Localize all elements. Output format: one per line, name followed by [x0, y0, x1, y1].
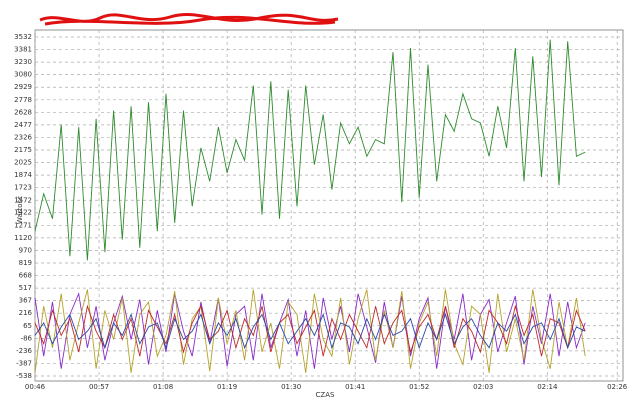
x-tick-label: 02:03 [473, 383, 493, 391]
y-tick-label: 3532 [14, 33, 32, 41]
plot-frame [34, 29, 624, 382]
y-tick-label: -538 [16, 372, 32, 380]
y-tick-label: 2477 [14, 121, 32, 129]
y-tick-label: 2628 [14, 108, 32, 116]
series-line [34, 292, 586, 369]
series-line [34, 39, 586, 261]
y-tick-label: 1422 [14, 209, 32, 217]
y-tick-label: 3230 [14, 58, 32, 66]
y-tick-label: -236 [16, 347, 32, 355]
y-tick-label: 1120 [14, 234, 32, 242]
y-tick-label: 367 [19, 297, 32, 305]
y-tick-label: 1723 [14, 184, 32, 192]
series-line [34, 289, 586, 373]
y-tick-label: 2175 [14, 146, 32, 154]
x-tick-label: 02:26 [607, 383, 628, 391]
series-line [34, 304, 586, 357]
y-tick-label: 517 [19, 284, 32, 292]
x-tick-label: 02:14 [537, 383, 558, 391]
x-tick-label: 01:41 [345, 383, 365, 391]
y-tick-label: 216 [19, 309, 33, 317]
y-tick-label: 819 [19, 259, 32, 267]
y-tick-label: 3381 [14, 46, 32, 54]
x-tick-label: 01:52 [409, 383, 429, 391]
y-tick-label: 668 [19, 272, 32, 280]
x-tick-label: 01:08 [153, 383, 173, 391]
x-tick-label: 01:30 [281, 383, 301, 391]
y-tick-label: 2929 [14, 83, 32, 91]
y-tick-label: 970 [19, 246, 32, 254]
y-axis-label: Wartość [16, 196, 24, 224]
x-axis-label: CZAS [316, 391, 335, 399]
y-tick-label: 2326 [14, 133, 32, 141]
x-tick-label: 01:19 [217, 383, 237, 391]
y-tick-label: 1572 [14, 196, 32, 204]
x-tick-label: 00:57 [89, 383, 109, 391]
y-tick-label: 2025 [14, 159, 32, 167]
series-line [34, 313, 586, 350]
y-tick-label: 1874 [14, 171, 32, 179]
y-tick-label: -387 [16, 359, 32, 367]
y-tick-label: -86 [21, 334, 33, 342]
x-tick-label: 00:46 [25, 383, 46, 391]
y-tick-label: 2778 [14, 96, 32, 104]
y-tick-label: 1271 [14, 221, 32, 229]
redacted-title [39, 13, 339, 26]
y-tick-label: 65 [23, 322, 32, 330]
y-tick-label: 3080 [14, 71, 32, 79]
